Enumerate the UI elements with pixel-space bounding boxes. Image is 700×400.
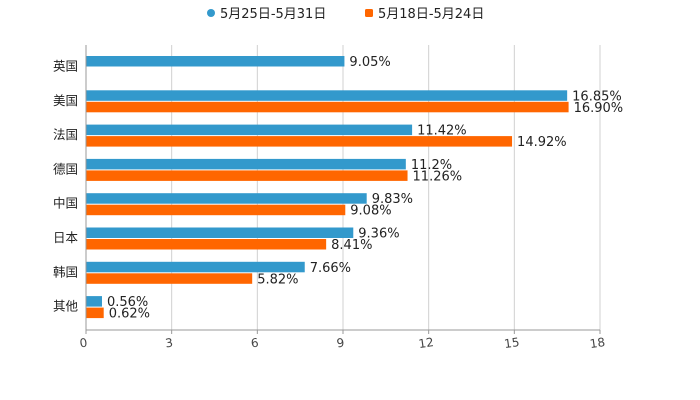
legend-label-series-a[interactable]: 5月25日-5月31日 [220,7,326,22]
legend-label-series-b[interactable]: 5月18日-5月24日 [378,7,484,22]
tick-label: 18 [589,335,606,351]
data-label: 16.85% [572,89,622,104]
bar-series-b[interactable] [86,204,346,216]
value-axis: 0 3 6 9 12 15 18 [79,45,606,351]
bars [86,56,569,319]
bar-series-a[interactable] [86,90,568,101]
category-label: 德国 [53,161,78,176]
category-label: 英国 [53,59,78,74]
grid [171,45,601,330]
bar-series-a[interactable] [86,124,413,136]
data-label: 11.2% [411,158,452,173]
data-label: 9.05% [349,55,390,70]
bar-series-b[interactable] [86,239,327,250]
data-label: 0.56% [107,295,148,310]
tick-label: 6 [250,336,260,351]
tick-label: 3 [164,336,174,351]
tick-label: 12 [418,335,435,351]
category-label: 法国 [53,127,78,142]
bar-series-a[interactable] [86,193,367,204]
bar-series-a[interactable] [86,227,354,239]
data-label: 9.83% [372,192,413,207]
category-label: 中国 [53,196,78,211]
data-label: 11.26% [413,169,463,184]
category-label: 韩国 [53,264,78,279]
data-label: 14.92% [517,135,567,150]
legend-swatch-series-b[interactable] [365,9,373,17]
bar-series-a[interactable] [86,261,305,273]
data-label: 16.90% [574,101,624,116]
tick-label: 9 [336,336,346,351]
category-label: 日本 [53,230,79,245]
legend-swatch-series-a[interactable] [207,9,215,17]
bar-series-b[interactable] [86,101,569,113]
legend: 5月25日-5月31日 5月18日-5月24日 [207,7,484,22]
bar-series-b[interactable] [86,136,513,147]
data-labels: 9.05% 16.85%16.90% 11.42% 14.92% 11.2%11.26%… [107,55,623,322]
bar-series-a[interactable] [86,296,102,307]
data-label: 8.41% [331,238,372,253]
bar-series-b[interactable] [86,307,104,319]
data-label: 9.08% [350,204,391,219]
bar-series-a[interactable] [86,56,345,67]
bar-series-b[interactable] [86,273,253,284]
data-label: 5.82% [257,272,298,287]
data-label: 9.36% [358,227,399,242]
bar-series-b[interactable] [86,170,408,181]
data-label: 7.66% [310,261,351,276]
tick-label: 15 [503,335,520,351]
tick-label: 0 [79,336,89,351]
category-label: 其他 [53,299,79,314]
category-label: 美国 [53,93,78,108]
data-label: 0.62% [109,307,150,322]
data-label: 11.42% [417,124,467,139]
bar-series-a[interactable] [86,158,406,170]
